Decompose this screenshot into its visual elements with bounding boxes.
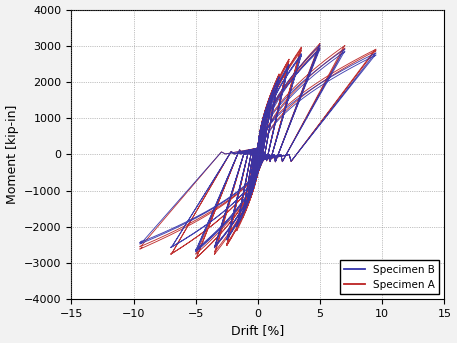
Legend: Specimen B, Specimen A: Specimen B, Specimen A bbox=[340, 260, 439, 294]
Y-axis label: Moment [kip-in]: Moment [kip-in] bbox=[5, 105, 19, 204]
X-axis label: Drift [%]: Drift [%] bbox=[231, 324, 285, 338]
